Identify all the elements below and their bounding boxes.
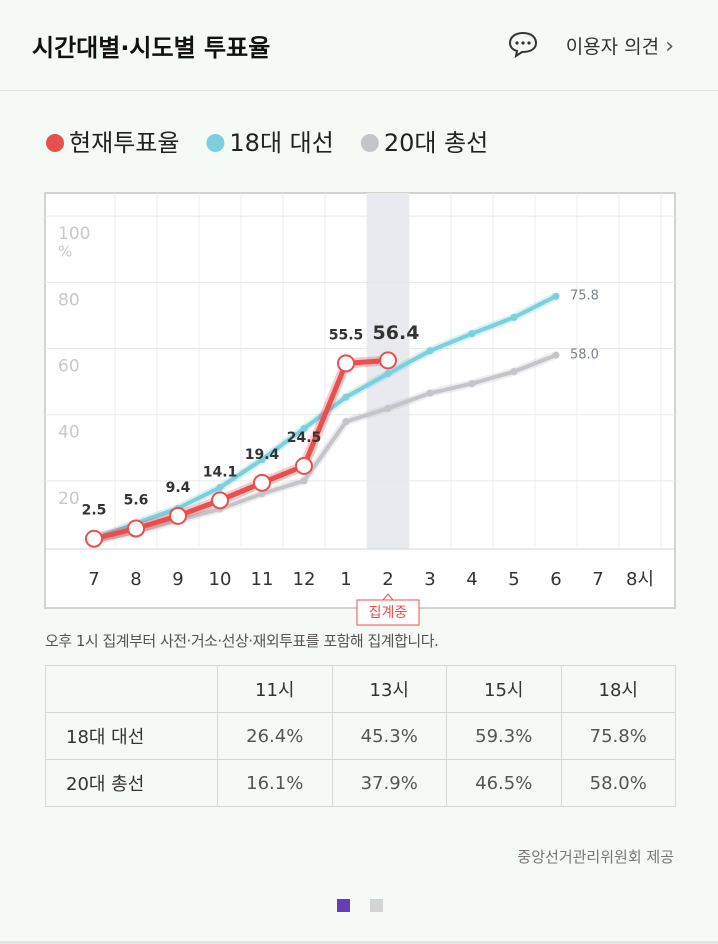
y-tick-label: 100 <box>58 224 90 244</box>
data-point <box>468 380 476 388</box>
data-point <box>552 351 560 359</box>
page-dot[interactable] <box>370 899 383 912</box>
feedback-link[interactable]: 이용자 의견 › <box>565 34 674 59</box>
tag-pointer <box>382 593 394 601</box>
data-label: 2.5 <box>82 503 107 519</box>
x-tick-label: 6 <box>550 569 561 590</box>
tag-box <box>356 599 420 626</box>
data-point <box>127 519 145 538</box>
table-cell: 75.8% <box>560 712 676 760</box>
data-point <box>258 490 266 498</box>
end-label: 75.8 <box>570 289 599 304</box>
y-tick-label: 40 <box>58 423 80 443</box>
corner-cell <box>45 665 218 713</box>
x-tick-label: 4 <box>466 569 477 590</box>
data-point <box>295 456 313 475</box>
plot-frame <box>44 192 676 609</box>
data-label: 14.1 <box>203 464 238 480</box>
table-cell: 59.3% <box>446 712 562 760</box>
comment-icon[interactable] <box>508 30 538 59</box>
table-cell: 58.0% <box>560 759 676 807</box>
x-tick-label: 8시 <box>626 569 654 590</box>
x-tick-label: 10 <box>209 569 232 590</box>
data-label: 5.6 <box>124 492 149 508</box>
y-tick-label: 20 <box>58 489 80 509</box>
data-point <box>552 292 560 300</box>
column-header: 11시 <box>217 665 333 713</box>
legend-dot <box>360 134 379 152</box>
note: 오후 1시 집계부터 사전·거소·선상·재외투표를 포함해 집계합니다. <box>45 632 439 650</box>
x-tick-label: 5 <box>508 569 519 590</box>
legend-label: 현재투표율 <box>69 129 179 157</box>
data-point <box>510 313 518 321</box>
data-label: 19.4 <box>245 447 280 463</box>
x-tick-label: 8 <box>130 569 141 590</box>
x-tick-label: 12 <box>293 569 316 590</box>
end-label: 58.0 <box>570 348 599 363</box>
data-point <box>342 418 350 426</box>
data-point <box>468 330 476 338</box>
footer: 중앙선거관리위원회 제공 <box>517 848 674 866</box>
header-row: 11시 13시 15시 18시 <box>45 665 676 713</box>
column-header: 18시 <box>560 665 676 713</box>
legend-dot <box>206 134 225 152</box>
x-tick-label: 1 <box>340 569 351 590</box>
data-table: 11시 13시 15시 18시 18대 대선 26.4% 45.3% 59.3% 75.8% 20… <box>45 665 676 807</box>
data-label: 55.5 <box>329 327 364 343</box>
series-line <box>93 353 557 544</box>
y-unit: % <box>58 243 72 261</box>
data-label: 9.4 <box>166 480 191 496</box>
bottom-border <box>0 941 718 944</box>
data-point <box>342 393 350 401</box>
column-header: 13시 <box>331 665 447 713</box>
data-point <box>216 483 224 491</box>
data-point <box>337 354 355 373</box>
table-row: 18대 대선 26.4% 45.3% 59.3% 75.8% <box>45 712 676 760</box>
page-dot-active[interactable] <box>337 899 350 912</box>
data-point <box>258 456 266 464</box>
data-point <box>211 491 229 510</box>
data-point <box>426 389 434 397</box>
legend-label: 20대 총선 <box>384 129 488 157</box>
x-tick-label: 9 <box>172 569 183 590</box>
divider <box>0 90 718 91</box>
table-cell: 26.4% <box>217 712 333 760</box>
table-cell: 16.1% <box>217 759 333 807</box>
y-tick-label: 60 <box>58 356 80 376</box>
data-point <box>85 529 103 548</box>
x-tick-label: 7 <box>592 569 603 590</box>
legend-label: 18대 대선 <box>229 129 333 157</box>
row-name: 18대 대선 <box>45 712 218 760</box>
data-point <box>426 347 434 355</box>
y-tick-label: 80 <box>58 290 80 310</box>
x-tick-label: 7 <box>88 569 99 590</box>
data-point <box>300 477 308 485</box>
table-cell: 46.5% <box>446 759 562 807</box>
data-point <box>384 370 392 378</box>
table-cell: 37.9% <box>331 759 447 807</box>
data-point <box>510 368 518 376</box>
tag-label: 집계중 <box>369 605 408 621</box>
data-point <box>384 404 392 412</box>
table-row: 20대 총선 16.1% 37.9% 46.5% 58.0% <box>45 759 676 807</box>
data-point <box>253 473 271 492</box>
feedback-text[interactable]: 이용자 의견 <box>565 36 660 58</box>
data-point <box>169 506 187 525</box>
row-name: 20대 총선 <box>45 759 218 807</box>
data-label: 24.5 <box>287 430 322 446</box>
data-label: 56.4 <box>373 322 420 344</box>
title: 시간대별·시도별 투표율 <box>32 34 271 62</box>
table-cell: 45.3% <box>331 712 447 760</box>
legend-dot <box>46 134 64 152</box>
data-point <box>300 425 308 433</box>
x-tick-label: 2 <box>382 569 393 590</box>
x-tick-label: 3 <box>424 569 435 590</box>
column-header: 15시 <box>446 665 562 713</box>
x-tick-label: 11 <box>251 569 274 590</box>
data-point <box>379 351 397 370</box>
